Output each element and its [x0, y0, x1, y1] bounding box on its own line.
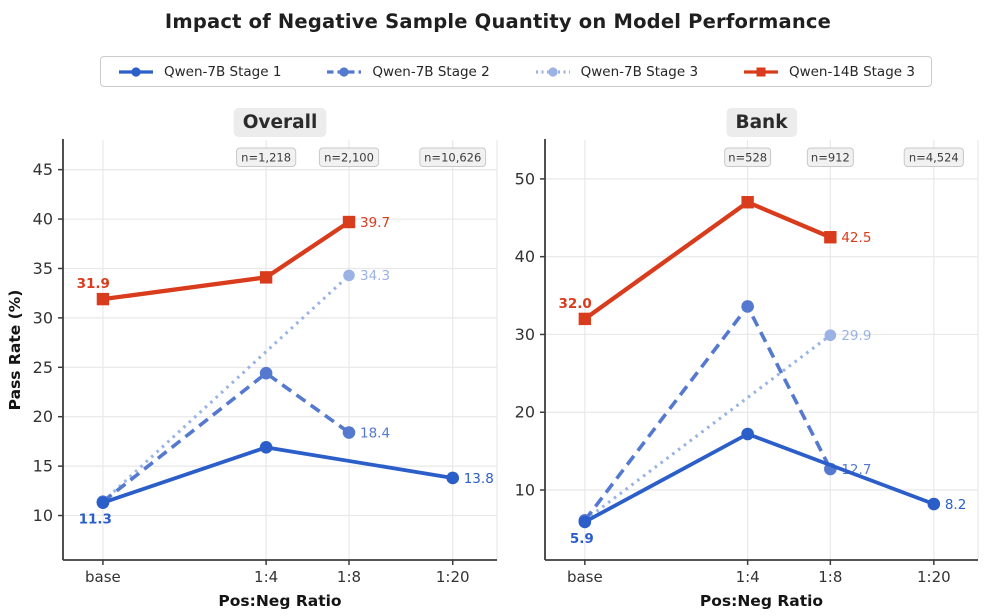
legend-item-qwen-7b-stage-3: Qwen-7B Stage 3 — [534, 64, 698, 80]
y-tick-label: 15 — [33, 457, 53, 476]
data-label: 32.0 — [559, 296, 592, 312]
data-point-qwen-7b-stage-2 — [342, 426, 356, 439]
series-line-qwen-7b-stage-1 — [583, 432, 935, 524]
data-point-qwen-7b-stage-1 — [446, 471, 460, 485]
y-tick-label: 50 — [515, 169, 535, 188]
series-line-qwen-14b-stage-3 — [583, 200, 832, 321]
legend-item-label: Qwen-7B Stage 1 — [164, 63, 282, 80]
sample-size-annotation: n=4,524 — [909, 151, 959, 165]
data-label: 13.8 — [464, 471, 494, 487]
legend-qwen-7b-stage-3-sample-icon — [535, 66, 570, 77]
data-label: 42.5 — [841, 230, 871, 246]
sample-size-annotation-box — [419, 147, 487, 167]
sample-size-annotation: n=528 — [728, 151, 767, 165]
data-point-qwen-14b-stage-3 — [741, 196, 754, 209]
data-point-qwen-7b-stage-3 — [343, 269, 355, 282]
y-tick-label: 20 — [33, 407, 53, 426]
x-tick-label: base — [85, 568, 121, 586]
x-tick-label: 1:8 — [818, 568, 842, 586]
legend-marker-sample — [756, 67, 766, 76]
series-line-qwen-14b-stage-3 — [102, 220, 351, 302]
y-tick-label: 40 — [515, 247, 535, 266]
overall-chart-canvas: 10 15 20 25 30 35 40 45 base 1:4 1:8 1:20 Pos:Neg Ra… — [6, 108, 498, 610]
y-tick-label: 30 — [515, 325, 535, 344]
legend-qwen-14b-stage-3-sample-icon — [743, 67, 778, 76]
x-axis-label: Pos:Neg Ratio — [700, 592, 823, 610]
x-tick-label: 1:8 — [337, 568, 361, 586]
chart-title-bg — [726, 108, 798, 137]
figure-title: Impact of Negative Sample Quantity on Mo… — [164, 10, 832, 33]
data-label: 31.9 — [77, 276, 110, 292]
sample-size-annotation: n=912 — [811, 151, 850, 165]
x-tick-label: 1:20 — [436, 568, 470, 586]
data-label: 18.4 — [360, 425, 390, 441]
data-point-qwen-7b-stage-1 — [578, 515, 592, 529]
chart-overall: 10 15 20 25 30 35 40 45 base 1:4 1:8 1:20 Pos:Neg Ra… — [0, 105, 498, 616]
chart-bank: 10 20 30 40 50 base 1:4 1:8 1:20 Pos:Neg Ratio n=5… — [498, 105, 996, 616]
y-tick-label: 30 — [33, 308, 53, 327]
x-tick-label: 1:4 — [736, 568, 760, 586]
legend-item-label: Qwen-7B Stage 3 — [580, 63, 699, 80]
y-tick-label: 35 — [33, 259, 53, 278]
data-label: 34.3 — [360, 268, 390, 284]
data-label: 8.2 — [945, 497, 966, 513]
series-line-qwen-7b-stage-3 — [583, 333, 832, 522]
y-tick-label: 40 — [33, 210, 53, 229]
legend: Qwen-7B Stage 1 Qwen-7B Stage 2 Qwen-7B St… — [100, 56, 932, 87]
legend-qwen-7b-stage-2-sample-icon — [327, 66, 362, 77]
chart-title: Overall — [243, 112, 318, 133]
data-label: 29.9 — [841, 328, 871, 344]
sample-size-annotation: n=10,626 — [424, 151, 481, 165]
chart-title: Bank — [735, 112, 788, 133]
legend-item-label: Qwen-7B Stage 2 — [372, 63, 490, 80]
data-point-qwen-7b-stage-1 — [259, 441, 273, 454]
series-line-qwen-7b-stage-1 — [102, 445, 454, 505]
legend-marker-sample — [131, 66, 141, 77]
chart-title-bg — [233, 108, 327, 137]
data-label: 5.9 — [570, 531, 594, 547]
legend-item-qwen-7b-stage-2: Qwen-7B Stage 2 — [325, 63, 490, 80]
sample-size-annotation: n=1,218 — [241, 151, 291, 165]
data-point-qwen-7b-stage-3 — [824, 329, 837, 342]
data-point-qwen-14b-stage-3 — [824, 231, 837, 244]
series-line-qwen-7b-stage-2 — [101, 371, 351, 504]
data-point-qwen-7b-stage-1 — [96, 496, 110, 509]
sample-size-annotation-box — [903, 147, 964, 167]
x-tick-label: base — [567, 568, 603, 586]
data-point-qwen-7b-stage-2 — [741, 300, 754, 313]
y-axis-label: Pass Rate (%) — [6, 290, 24, 411]
sample-size-annotation-box — [318, 147, 380, 167]
data-point-qwen-7b-stage-1 — [927, 497, 941, 511]
y-tick-label: 20 — [515, 403, 535, 422]
legend-qwen-7b-stage-1-sample-icon — [119, 66, 153, 77]
sample-size-annotation-box — [724, 147, 772, 167]
y-tick-label: 10 — [515, 481, 535, 500]
legend-marker-sample — [339, 66, 349, 77]
sample-size-annotation-box — [236, 147, 297, 167]
data-point-qwen-7b-stage-2 — [259, 366, 273, 380]
y-tick-label: 25 — [33, 358, 53, 377]
legend-item-label: Qwen-14B Stage 3 — [788, 63, 915, 80]
legend-item-qwen-14b-stage-3: Qwen-14B Stage 3 — [742, 64, 915, 80]
data-point-qwen-14b-stage-3 — [342, 215, 356, 229]
y-tick-label: 45 — [33, 160, 53, 179]
data-point-qwen-14b-stage-3 — [96, 292, 110, 306]
data-label: 39.7 — [360, 215, 390, 231]
x-tick-label: 1:20 — [917, 568, 951, 586]
data-point-qwen-14b-stage-3 — [259, 271, 273, 284]
data-label: 11.3 — [79, 512, 112, 528]
legend-item-qwen-7b-stage-1: Qwen-7B Stage 1 — [117, 64, 281, 80]
bank-chart-canvas: 10 20 30 40 50 base 1:4 1:8 1:20 Pos:Neg Ratio n=5… — [515, 108, 979, 610]
legend-marker-sample — [548, 66, 558, 77]
y-tick-label: 10 — [33, 506, 53, 525]
data-point-qwen-14b-stage-3 — [578, 312, 592, 326]
x-tick-label: 1:4 — [254, 568, 278, 586]
sample-size-annotation: n=2,100 — [324, 151, 374, 165]
x-axis-label: Pos:Neg Ratio — [218, 592, 341, 610]
sample-size-annotation-box — [806, 147, 854, 167]
data-point-qwen-7b-stage-1 — [741, 427, 754, 441]
series-line-qwen-7b-stage-2 — [583, 304, 832, 522]
series-line-qwen-7b-stage-3 — [101, 274, 351, 503]
